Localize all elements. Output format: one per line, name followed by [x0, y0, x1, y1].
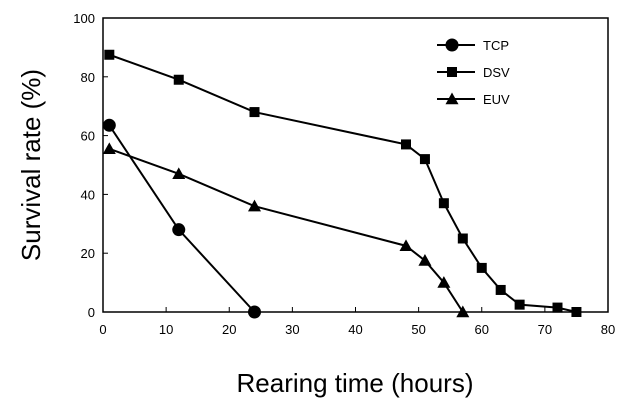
data-point-euv: [248, 199, 261, 212]
y-tick-label: 80: [81, 70, 95, 85]
data-point-dsv: [476, 262, 487, 273]
legend: TCP DSV EUV: [437, 38, 510, 107]
data-point-dsv: [104, 49, 115, 60]
y-tick-label: 20: [81, 246, 95, 261]
data-point-euv: [418, 254, 432, 266]
data-point-dsv: [249, 107, 260, 118]
x-axis-ticks: 0 10 20 30 40 50 60 70 80: [99, 307, 615, 337]
data-point-dsv: [438, 198, 449, 209]
data-point-dsv: [495, 284, 506, 295]
x-tick-label: 20: [222, 322, 236, 337]
legend-marker-tcp: [445, 38, 459, 52]
series-line-dsv: [108, 53, 577, 313]
legend-label-euv: EUV: [483, 92, 510, 107]
data-point-dsv: [173, 74, 184, 85]
data-point-euv: [172, 167, 186, 180]
data-point-dsv: [571, 307, 582, 317]
x-axis-title: Rearing time (hours): [237, 368, 474, 398]
data-point-tcp: [172, 223, 186, 237]
data-point-dsv: [552, 302, 563, 313]
plot-frame: [102, 17, 609, 313]
legend-label-dsv: DSV: [483, 65, 510, 80]
x-tick-label: 80: [601, 322, 615, 337]
data-point-euv: [437, 276, 451, 288]
data-point-dsv: [514, 299, 525, 310]
data-point-tcp: [102, 118, 116, 132]
data-point-tcp: [248, 305, 261, 319]
x-tick-label: 10: [159, 322, 173, 337]
x-tick-label: 40: [348, 322, 362, 337]
x-tick-label: 60: [475, 322, 489, 337]
data-point-euv: [456, 305, 470, 318]
x-tick-label: 30: [285, 322, 299, 337]
x-tick-label: 70: [538, 322, 552, 337]
legend-marker-dsv: [447, 67, 457, 77]
series-tcp: [102, 118, 261, 319]
y-tick-label: 60: [81, 129, 95, 144]
x-tick-label: 0: [99, 322, 106, 337]
data-point-dsv: [419, 154, 430, 165]
y-axis-ticks: 0 20 40 60 80 100: [73, 11, 108, 320]
legend-label-tcp: TCP: [483, 38, 509, 53]
data-point-dsv: [401, 139, 411, 150]
y-tick-label: 0: [88, 305, 95, 320]
data-point-euv: [102, 142, 116, 155]
x-tick-label: 50: [411, 322, 425, 337]
data-point-dsv: [457, 233, 468, 244]
series-layer: [102, 49, 582, 319]
y-tick-label: 40: [81, 187, 95, 202]
series-euv: [102, 142, 470, 318]
y-tick-label: 100: [73, 11, 95, 26]
y-axis-title: Survival rate (%): [16, 69, 46, 261]
data-point-euv: [399, 239, 413, 252]
series-dsv: [104, 49, 582, 317]
legend-marker-euv: [445, 92, 459, 105]
